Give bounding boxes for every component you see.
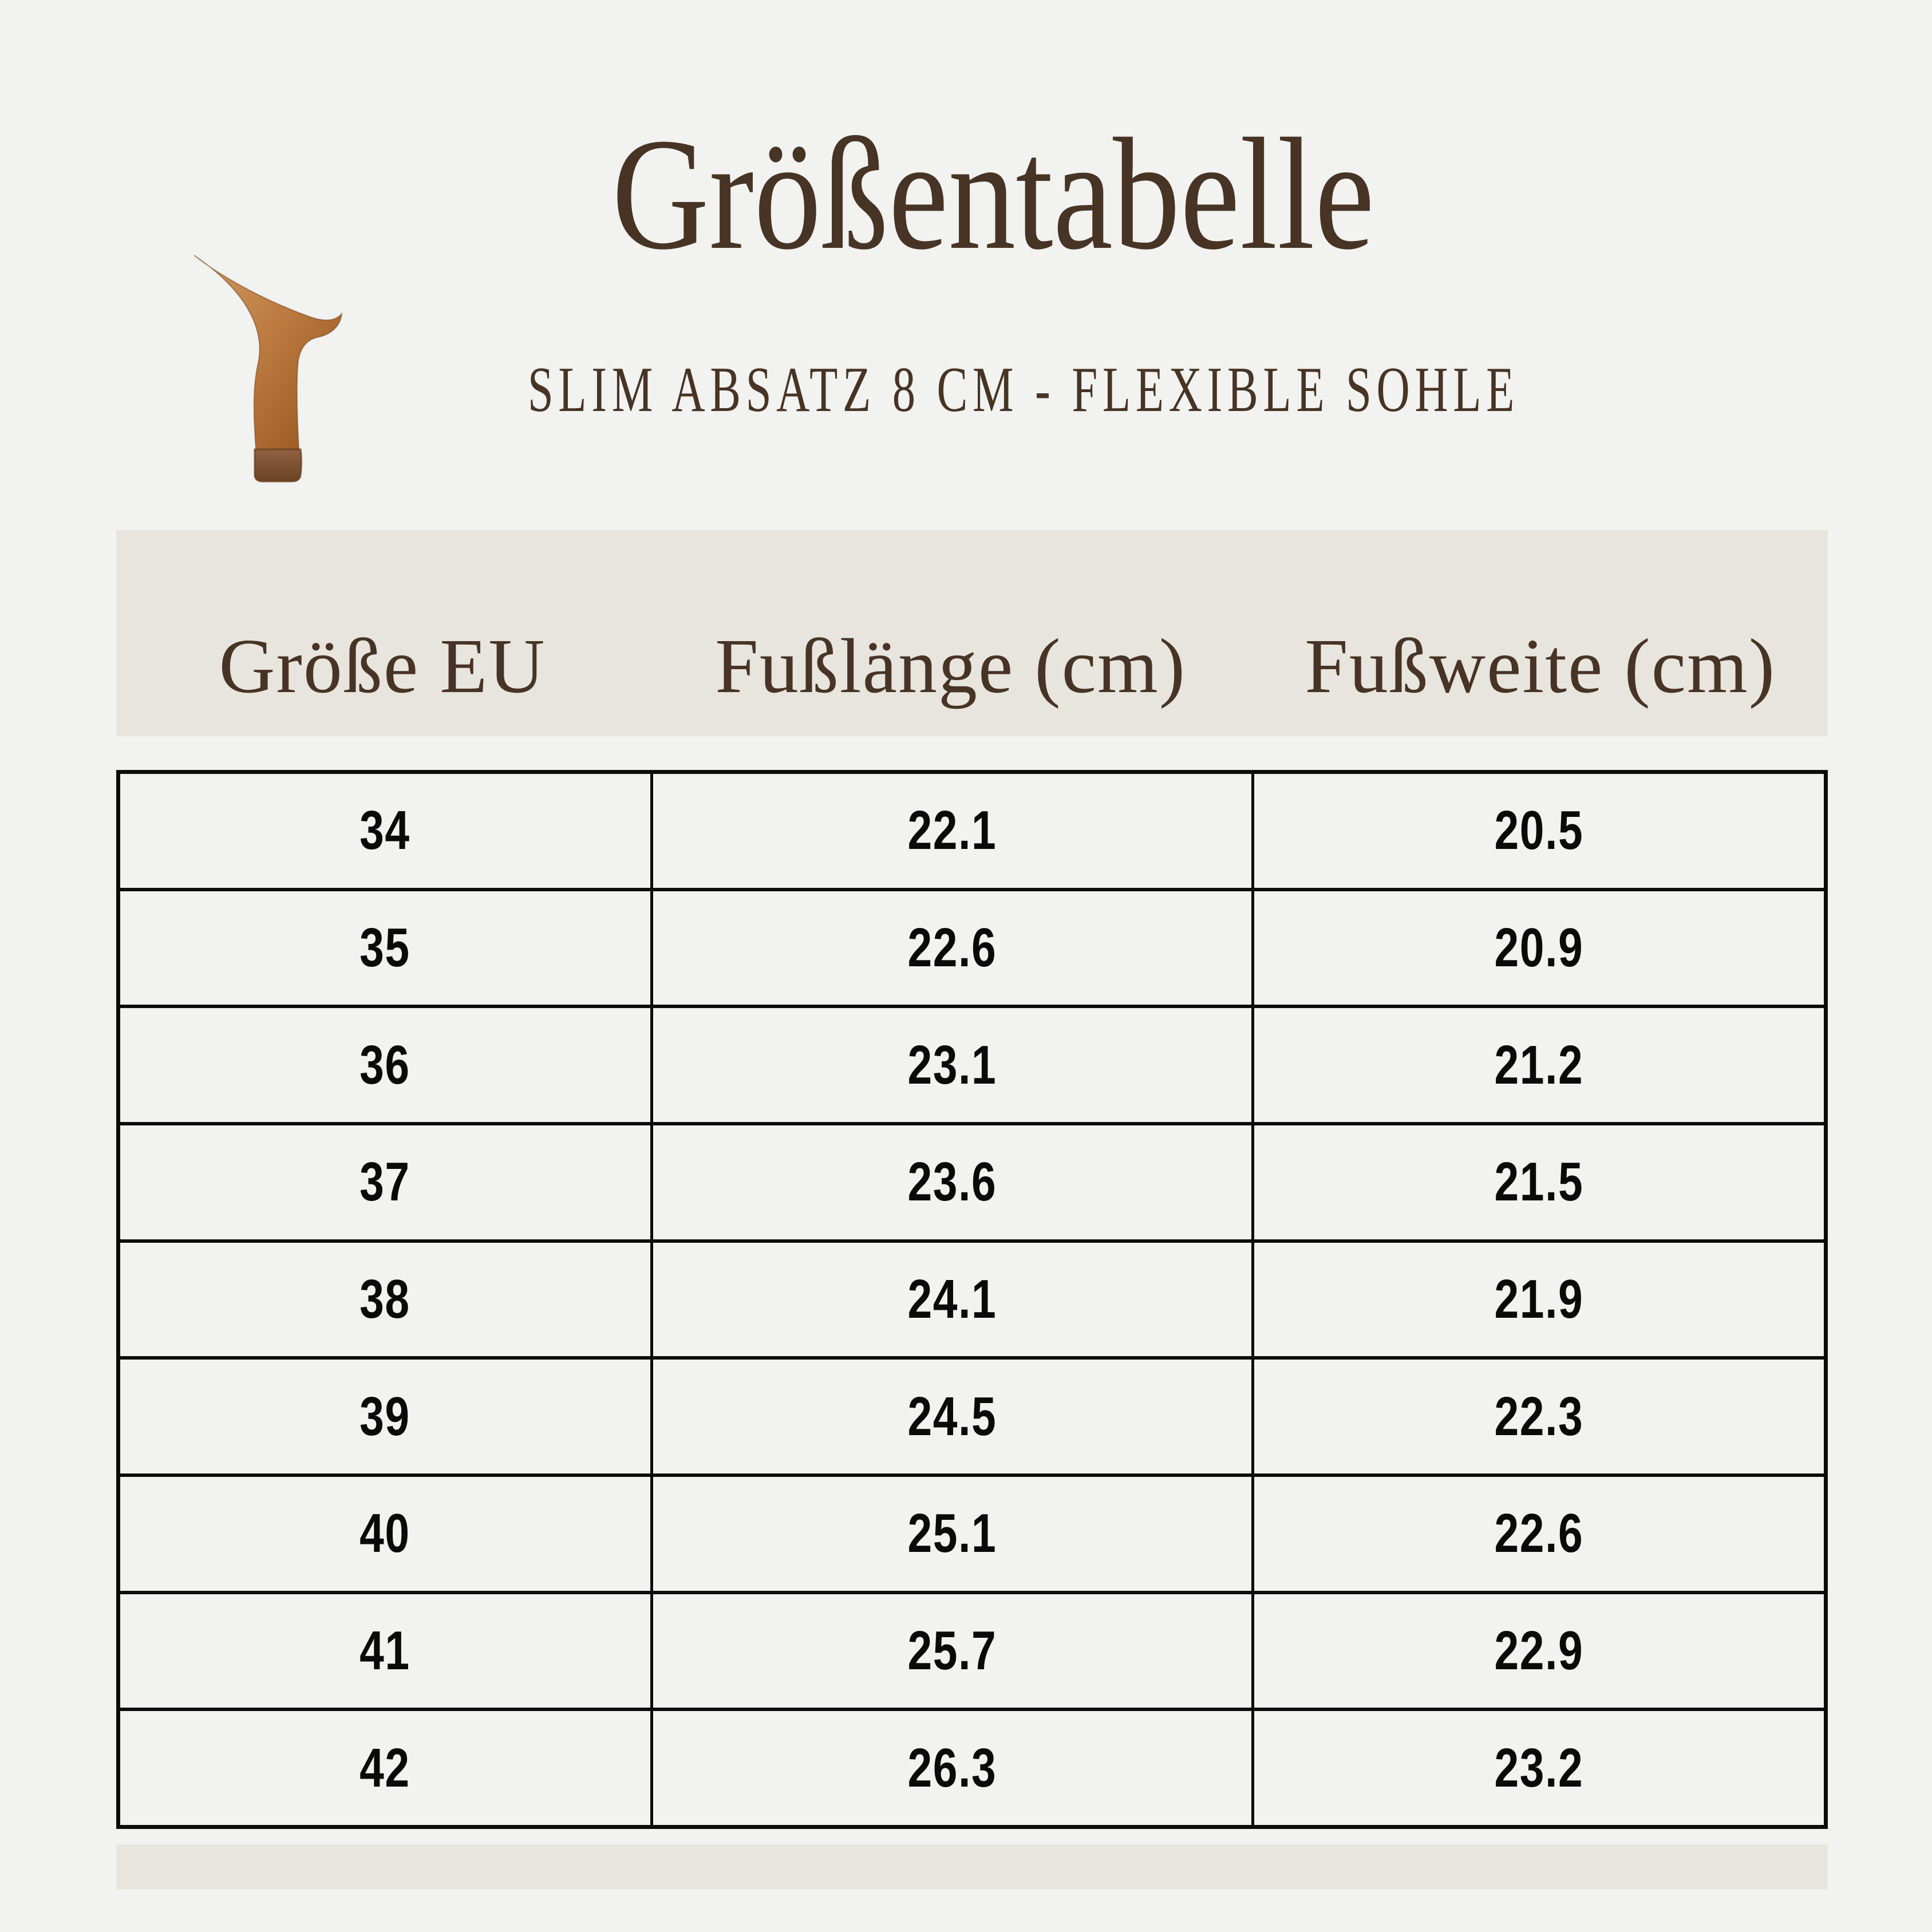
table-row: 40 25.1 22.6 <box>120 1473 1824 1591</box>
table-cell-value: 23.6 <box>907 1151 997 1213</box>
page-title-text: Größentabelle <box>611 105 1374 283</box>
table-cell: 20.5 <box>1251 774 1824 888</box>
table-cell: 22.1 <box>650 774 1252 888</box>
column-header-groesse-eu: Größe EU <box>219 623 546 709</box>
table-cell-value: 21.2 <box>1494 1034 1584 1096</box>
table-cell: 25.7 <box>650 1594 1252 1708</box>
heel-cap-shape <box>254 448 302 483</box>
table-cell: 42 <box>120 1711 650 1825</box>
table-cell-value: 23.2 <box>1494 1737 1584 1799</box>
table-row: 36 23.1 21.2 <box>120 1005 1824 1123</box>
table-cell: 21.9 <box>1251 1242 1824 1357</box>
table-cell: 35 <box>120 891 650 1005</box>
subtitle: SLIM ABSATZ 8 CM - FLEXIBLE SOHLE <box>0 358 1932 422</box>
table-cell-value: 25.1 <box>907 1503 997 1564</box>
table-cell-value: 21.5 <box>1494 1151 1584 1213</box>
table-cell: 21.2 <box>1251 1008 1824 1123</box>
table-cell-value: 35 <box>359 917 411 978</box>
table-cell: 40 <box>120 1477 650 1591</box>
table-cell-value: 25.7 <box>907 1620 997 1682</box>
table-cell: 21.5 <box>1251 1125 1824 1239</box>
table-cell-value: 22.6 <box>907 917 997 978</box>
bottom-accent-band <box>116 1844 1828 1889</box>
table-row: 42 26.3 23.2 <box>120 1708 1824 1826</box>
table-cell-value: 37 <box>359 1151 411 1213</box>
table-cell: 24.5 <box>650 1360 1252 1474</box>
table-cell-value: 40 <box>359 1503 411 1564</box>
table-cell: 22.6 <box>650 891 1252 1005</box>
table-row: 38 24.1 21.9 <box>120 1239 1824 1357</box>
table-row: 34 22.1 20.5 <box>120 774 1824 888</box>
table-cell-value: 22.3 <box>1494 1385 1584 1447</box>
table-cell-value: 24.1 <box>907 1269 997 1330</box>
table-cell: 23.1 <box>650 1008 1252 1123</box>
table-cell: 22.6 <box>1251 1477 1824 1591</box>
table-cell: 23.6 <box>650 1125 1252 1239</box>
size-table: 34 22.1 20.5 35 22.6 20.9 36 23.1 21.2 37 23.6 21.5… <box>116 770 1828 1829</box>
table-row: 35 22.6 20.9 <box>120 887 1824 1005</box>
table-cell: 38 <box>120 1243 650 1357</box>
page-title: Größentabelle <box>0 114 1932 274</box>
table-row: 37 23.6 21.5 <box>120 1122 1824 1239</box>
table-cell-value: 26.3 <box>907 1737 997 1799</box>
table-cell: 23.2 <box>1251 1711 1824 1826</box>
table-row: 39 24.5 22.3 <box>120 1356 1824 1474</box>
table-cell-value: 34 <box>359 800 411 862</box>
table-cell-value: 41 <box>359 1620 411 1682</box>
table-cell-value: 42 <box>359 1737 411 1799</box>
table-cell-value: 22.1 <box>907 800 997 862</box>
column-header-fussweite: Fußweite (cm) <box>1305 623 1776 709</box>
high-heel-icon <box>186 251 352 483</box>
table-row: 41 25.7 22.9 <box>120 1590 1824 1708</box>
table-cell: 20.9 <box>1251 891 1824 1005</box>
table-cell-value: 22.6 <box>1494 1503 1584 1564</box>
table-cell-value: 20.9 <box>1494 917 1584 978</box>
table-cell: 26.3 <box>650 1711 1252 1826</box>
table-header-band: Größe EU Fußlänge (cm) Fußweite (cm) <box>116 530 1828 736</box>
table-cell: 22.3 <box>1251 1360 1824 1474</box>
table-cell: 37 <box>120 1125 650 1239</box>
table-cell: 41 <box>120 1594 650 1708</box>
table-cell-value: 38 <box>359 1269 411 1330</box>
subtitle-text: SLIM ABSATZ 8 CM - FLEXIBLE SOHLE <box>527 354 1519 425</box>
table-cell-value: 39 <box>359 1385 411 1447</box>
table-cell: 22.9 <box>1251 1594 1824 1708</box>
table-cell: 25.1 <box>650 1477 1252 1591</box>
heel-body-shape <box>193 255 343 450</box>
table-cell-value: 20.5 <box>1494 800 1584 862</box>
column-header-fusslaenge: Fußlänge (cm) <box>715 623 1187 709</box>
table-cell-value: 22.9 <box>1494 1620 1584 1682</box>
table-cell: 24.1 <box>650 1242 1252 1357</box>
table-cell-value: 21.9 <box>1494 1269 1584 1330</box>
table-cell: 39 <box>120 1360 650 1473</box>
table-cell-value: 36 <box>359 1034 411 1096</box>
table-cell-value: 23.1 <box>907 1034 997 1096</box>
table-cell-value: 24.5 <box>907 1385 997 1447</box>
table-cell: 34 <box>120 774 650 888</box>
table-cell: 36 <box>120 1008 650 1122</box>
